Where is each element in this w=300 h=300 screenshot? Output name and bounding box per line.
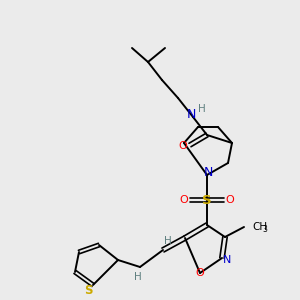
Text: 3: 3 bbox=[262, 226, 267, 235]
Text: H: H bbox=[134, 272, 142, 282]
Text: N: N bbox=[203, 167, 213, 179]
Text: S: S bbox=[202, 194, 212, 206]
Text: S: S bbox=[84, 284, 92, 296]
Text: O: O bbox=[196, 268, 204, 278]
Text: H: H bbox=[198, 104, 206, 114]
Text: CH: CH bbox=[252, 222, 267, 232]
Text: N: N bbox=[186, 109, 196, 122]
Text: O: O bbox=[180, 195, 188, 205]
Text: O: O bbox=[226, 195, 234, 205]
Text: H: H bbox=[164, 236, 172, 246]
Text: N: N bbox=[223, 255, 231, 265]
Text: O: O bbox=[178, 141, 188, 151]
